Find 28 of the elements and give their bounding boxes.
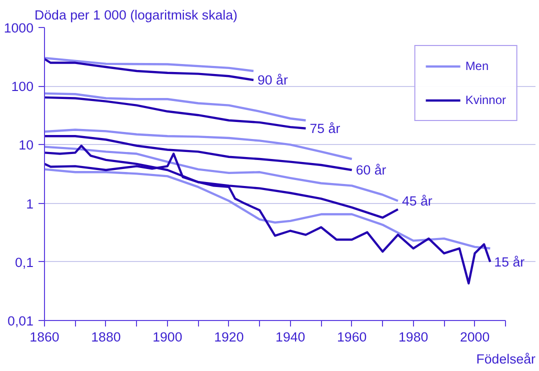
y-tick-label: 1000 [4,20,34,36]
x-axis-title: Födelseår [476,352,536,366]
x-tick-label: 1980 [398,330,428,344]
y-axis-title: Döda per 1 000 (logaritmisk skala) [34,8,238,22]
annotation: 15 år [494,254,526,270]
y-tick-label: 10 [18,138,34,153]
x-tick-label: 1920 [214,330,244,344]
y-tick-label: 0,01 [8,314,34,328]
x-tick-label: 1960 [337,330,367,344]
x-tick-label: 1940 [276,330,306,344]
y-tick-label: 1 [26,196,34,212]
annotation: 60 år [356,162,387,178]
line-series [44,58,255,82]
legend-label: Men [465,59,489,73]
x-tick-label: 1900 [152,330,182,344]
line-series [44,96,307,130]
legend-label: Kvinnor [465,93,506,107]
x-tick-label: 1880 [91,330,121,344]
annotation: 45 år [402,193,433,208]
y-tick-label: 100 [11,79,34,94]
line-series [44,146,400,202]
annotation: 75 år [310,120,341,136]
line-series [44,56,255,72]
y-tick-label: 0,1 [14,254,34,270]
line-series [44,92,307,122]
x-tick-label: 1860 [30,330,60,344]
x-tick-label: 2000 [460,330,490,344]
annotation: 90 år [258,72,288,88]
